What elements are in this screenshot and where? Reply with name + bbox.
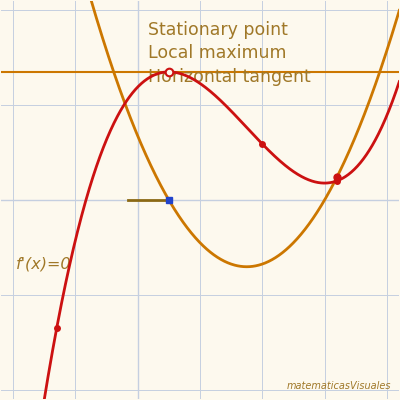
Text: Stationary point
Local maximum
Horizontal tangent: Stationary point Local maximum Horizonta… xyxy=(148,21,311,86)
Text: matematicasVisuales: matematicasVisuales xyxy=(287,381,391,391)
Text: f'(x)=0: f'(x)=0 xyxy=(16,256,72,271)
